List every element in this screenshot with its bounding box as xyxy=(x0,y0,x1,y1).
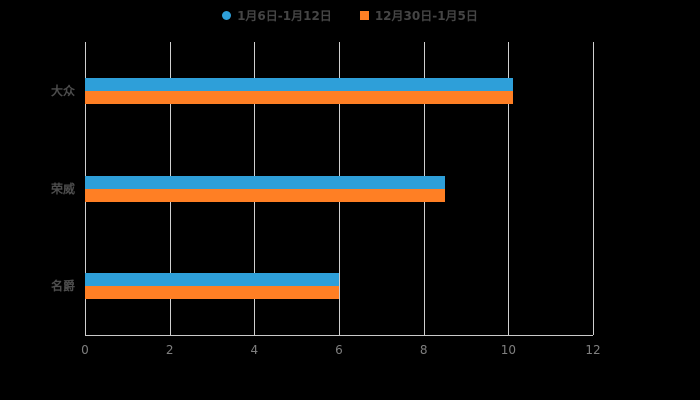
legend-marker-square-icon xyxy=(359,11,369,20)
legend-label: 12月30日-1月5日 xyxy=(374,9,478,23)
legend-marker-circle-icon xyxy=(222,11,232,20)
chart-legend: 1月6日-1月12日 12月30日-1月5日 xyxy=(0,7,700,24)
bar-s0-c2 xyxy=(85,273,339,287)
x-tick-label: 0 xyxy=(81,343,89,357)
y-category-label: 名爵 xyxy=(50,279,75,294)
x-tick-label: 8 xyxy=(419,343,428,357)
y-category-label: 大众 xyxy=(50,83,75,98)
x-tick-label: 4 xyxy=(250,343,259,357)
bar-s1-c0 xyxy=(85,90,513,104)
x-tick-label: 6 xyxy=(335,343,343,357)
x-gridline xyxy=(508,42,510,335)
bar-s0-c0 xyxy=(85,77,513,91)
y-category-label: 荣威 xyxy=(50,181,75,196)
x-tick-label: 2 xyxy=(165,343,174,357)
x-tick-label: 12 xyxy=(585,343,601,357)
bar-s1-c2 xyxy=(85,286,339,300)
x-axis-line xyxy=(85,335,593,336)
legend-item-0[interactable]: 1月6日-1月12日 xyxy=(222,7,332,24)
x-gridline xyxy=(593,42,594,335)
bar-s0-c1 xyxy=(85,175,445,189)
bar-s1-c1 xyxy=(85,188,445,202)
legend-label: 1月6日-1月12日 xyxy=(237,9,332,23)
legend-item-1[interactable]: 12月30日-1月5日 xyxy=(359,7,478,24)
x-tick-label: 10 xyxy=(500,343,516,357)
